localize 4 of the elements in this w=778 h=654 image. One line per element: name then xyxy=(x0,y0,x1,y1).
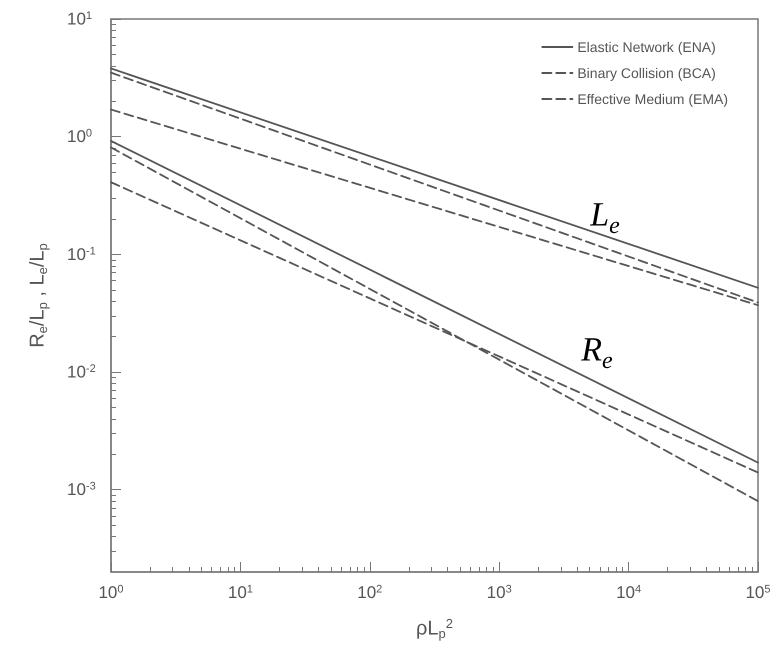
y-axis-title: Re/Lp , Le/Lp xyxy=(26,243,50,348)
legend-label: Elastic Network (ENA) xyxy=(577,39,716,55)
legend-label: Binary Collision (BCA) xyxy=(577,65,716,81)
legend-label: Effective Medium (EMA) xyxy=(577,91,728,107)
